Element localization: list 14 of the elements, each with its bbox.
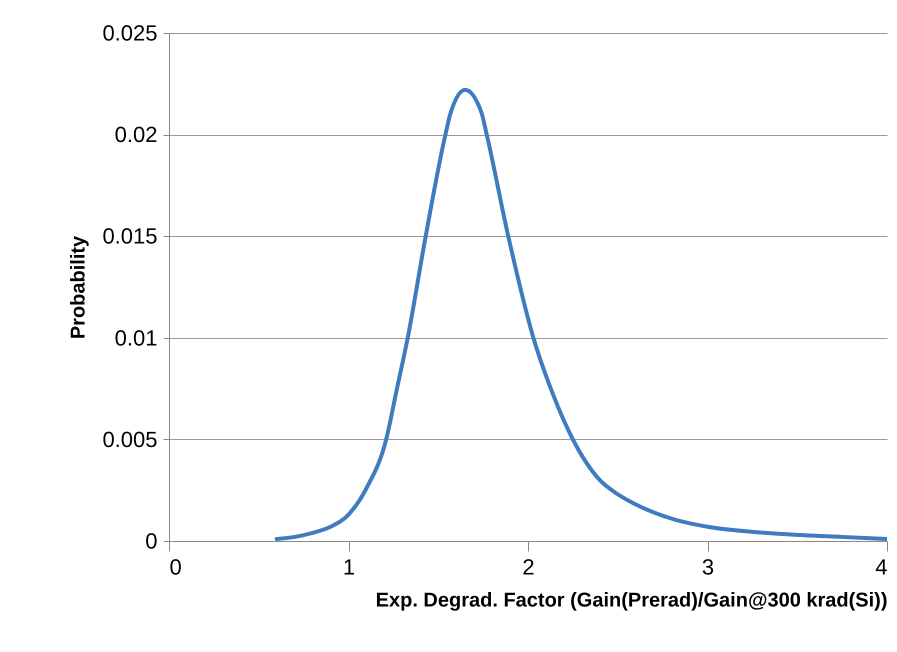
y-tick-label: 0.015 [102, 224, 158, 249]
y-axis-title: Probability [67, 234, 90, 340]
y-tick-label: 0.02 [114, 122, 158, 148]
y-tick-label: 0.005 [102, 426, 158, 452]
x-tick-label: 4 [875, 554, 888, 580]
x-tick-label: 3 [702, 554, 714, 580]
y-tick-label: 0.01 [114, 325, 158, 350]
y-tick-label: 0 [145, 528, 158, 554]
y-tick-label: 0.025 [102, 20, 158, 46]
x-tick-label: 1 [342, 554, 356, 580]
x-axis-title: Exp. Degrad. Factor (Gain(Prerad)/Gain@300 krad(Si)) [376, 590, 888, 612]
line-series [274, 88, 887, 541]
x-tick-label: 2 [522, 554, 535, 580]
x-tick-label: 0 [170, 554, 182, 580]
